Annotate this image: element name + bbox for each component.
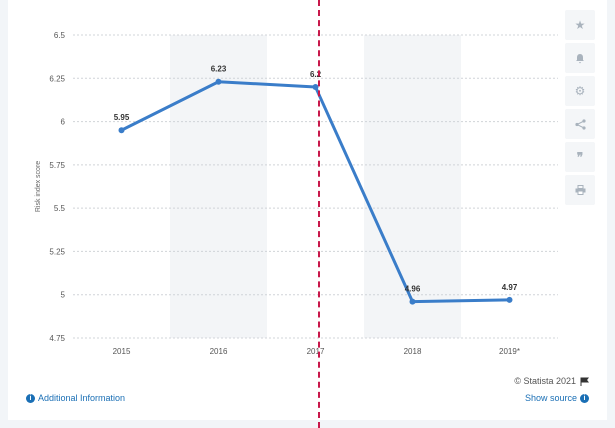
chart-toolbar: ★ ⚙ ❞ <box>565 10 595 205</box>
gear-icon[interactable]: ⚙ <box>565 76 595 106</box>
y-tick-label: 5.5 <box>54 204 66 213</box>
column-band <box>170 35 267 338</box>
x-tick-label: 2017 <box>307 347 325 356</box>
dashed-divider <box>318 0 320 428</box>
data-label: 6.23 <box>211 65 227 74</box>
additional-information-label: Additional Information <box>38 393 126 403</box>
x-tick-label: 2015 <box>113 347 131 356</box>
show-source-label: Show source <box>524 393 577 403</box>
flag-icon <box>580 377 589 386</box>
line-chart: 4.75 5 5.25 5.5 5.75 6 6.25 6.5 2015 2016 2017 2018… <box>35 31 558 356</box>
column-band <box>364 35 461 338</box>
print-icon[interactable] <box>565 175 595 205</box>
additional-information-link[interactable]: i Additional Information <box>26 393 125 403</box>
share-icon[interactable] <box>565 109 595 139</box>
data-point <box>215 78 222 85</box>
statista-credit: © Statista 2021 <box>514 376 589 386</box>
quote-icon[interactable]: ❞ <box>565 142 595 172</box>
y-tick-label: 5.25 <box>49 247 65 256</box>
data-label: 6.2 <box>310 70 322 79</box>
x-tick-label: 2016 <box>210 347 228 356</box>
y-tick-label: 4.75 <box>49 334 65 343</box>
y-tick-label: 6.5 <box>54 31 66 40</box>
y-tick-label: 6 <box>61 118 66 127</box>
data-point <box>506 296 513 303</box>
info-icon: i <box>26 393 35 403</box>
y-axis-label: Risk index score <box>35 161 42 212</box>
data-point <box>118 127 125 134</box>
x-tick-label: 2019* <box>499 347 520 356</box>
y-tick-label: 5.75 <box>49 161 65 170</box>
data-label: 4.97 <box>502 283 518 292</box>
x-tick-label: 2018 <box>404 347 422 356</box>
credit-text: © Statista 2021 <box>514 376 576 386</box>
data-point <box>409 298 416 305</box>
info-icon: i <box>580 393 589 403</box>
show-source-link[interactable]: Show source i <box>525 393 589 403</box>
data-label: 5.95 <box>114 113 130 122</box>
data-label: 4.96 <box>405 285 421 294</box>
star-icon[interactable]: ★ <box>565 10 595 40</box>
bell-icon[interactable] <box>565 43 595 73</box>
y-tick-label: 5 <box>61 291 66 300</box>
chart-card: 4.75 5 5.25 5.5 5.75 6 6.25 6.5 2015 2016 2017 2018… <box>8 0 607 420</box>
data-point <box>312 83 319 90</box>
y-tick-label: 6.25 <box>49 74 65 83</box>
